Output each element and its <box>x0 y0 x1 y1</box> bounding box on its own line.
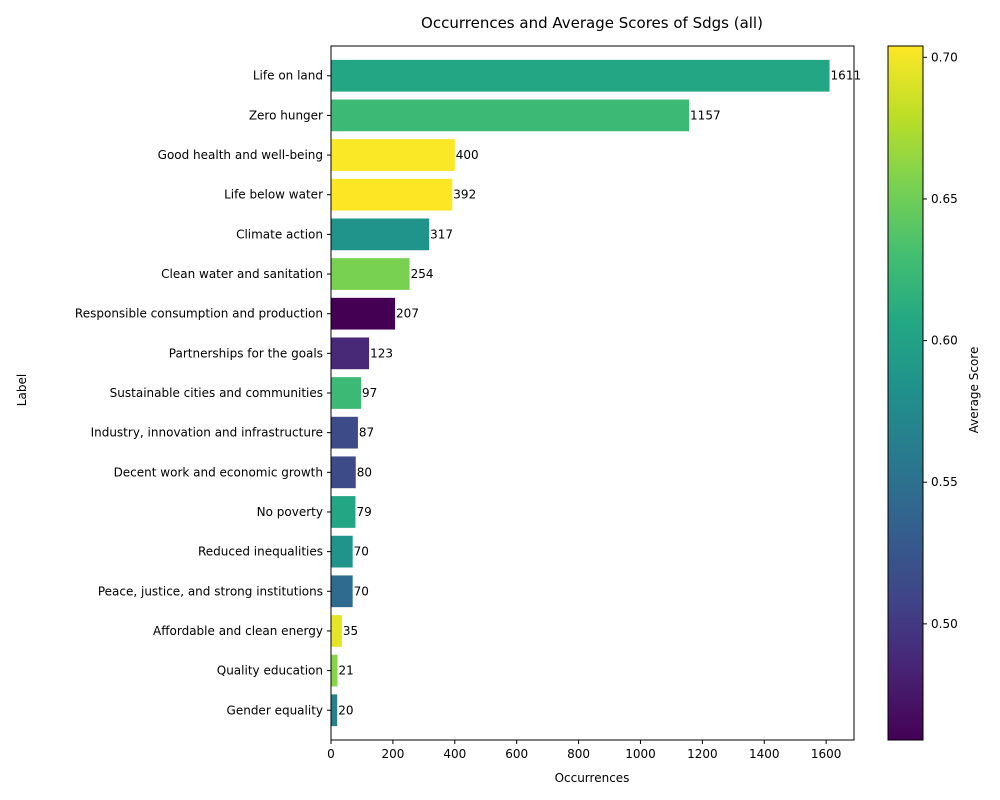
bar <box>331 59 830 92</box>
bar <box>331 615 342 647</box>
x-axis-label: Occurrences <box>555 771 630 785</box>
bar <box>331 654 338 687</box>
y-tick-label: Life on land <box>253 69 323 83</box>
data-label: 70 <box>354 545 369 559</box>
y-tick-label: Affordable and clean energy <box>153 624 323 638</box>
bar <box>331 99 690 132</box>
y-tick-label: Life below water <box>224 188 323 202</box>
chart-title: Occurrences and Average Scores of Sdgs (… <box>421 14 763 32</box>
colorbar-tick-label: 0.60 <box>931 334 958 348</box>
colorbar-tick-label: 0.70 <box>931 50 958 64</box>
data-label: 20 <box>338 703 353 717</box>
bar <box>331 535 353 568</box>
bar <box>331 377 362 409</box>
y-tick-label: Reduced inequalities <box>198 545 323 559</box>
x-tick-label: 1400 <box>749 747 780 761</box>
data-label: 79 <box>356 505 371 519</box>
data-label: 97 <box>362 386 377 400</box>
bar <box>331 496 356 528</box>
bar <box>331 456 356 489</box>
x-tick-label: 1200 <box>687 747 718 761</box>
y-tick-label: No poverty <box>257 505 323 519</box>
x-tick-label: 800 <box>567 747 590 761</box>
y-tick-label: Zero hunger <box>249 108 323 122</box>
colorbar-tick-label: 0.55 <box>931 475 958 489</box>
y-tick-label: Quality education <box>217 664 323 678</box>
bar <box>331 337 370 370</box>
y-axis-label: Label <box>15 374 29 406</box>
plot-area: Life on land 1611 Zero hunger 1157 Good heal… <box>75 45 862 761</box>
colorbar-tick-label: 0.65 <box>931 192 958 206</box>
colorbar: 0.50 0.55 0.60 0.65 0.70 <box>887 45 958 741</box>
colorbar-gradient <box>887 45 924 741</box>
data-label: 35 <box>343 624 358 638</box>
colorbar-tick-label: 0.50 <box>931 617 958 631</box>
bar <box>331 694 338 727</box>
bar <box>331 575 353 608</box>
bar <box>331 139 455 171</box>
data-label: 70 <box>354 584 369 598</box>
y-tick-label: Gender equality <box>227 703 323 717</box>
y-tick-label: Responsible consumption and production <box>75 307 323 321</box>
y-tick-label: Sustainable cities and communities <box>110 386 323 400</box>
x-tick-label: 0 <box>327 747 335 761</box>
y-tick-label: Good health and well-being <box>158 148 323 162</box>
colorbar-label: Average Score <box>967 347 981 434</box>
y-tick-label: Clean water and sanitation <box>161 267 323 281</box>
data-label: 207 <box>396 307 419 321</box>
bar <box>331 178 453 211</box>
x-tick-label: 200 <box>381 747 404 761</box>
y-tick-label: Peace, justice, and strong institutions <box>98 584 323 598</box>
x-tick-label: 1600 <box>811 747 842 761</box>
data-label: 392 <box>453 188 476 202</box>
y-tick-label: Industry, innovation and infrastructure <box>91 426 323 440</box>
bar <box>331 297 396 330</box>
data-label: 317 <box>430 227 453 241</box>
y-tick-label: Partnerships for the goals <box>169 346 323 360</box>
data-label: 123 <box>370 346 393 360</box>
plot-frame <box>330 45 855 741</box>
x-tick-label: 1000 <box>625 747 656 761</box>
data-label: 400 <box>456 148 479 162</box>
data-label: 21 <box>338 664 353 678</box>
data-label: 80 <box>357 465 372 479</box>
x-tick-label: 400 <box>443 747 466 761</box>
bar <box>331 218 430 251</box>
bar <box>331 258 410 290</box>
data-label: 1157 <box>690 108 721 122</box>
data-label: 254 <box>411 267 434 281</box>
data-label: 87 <box>359 426 374 440</box>
y-tick-label: Decent work and economic growth <box>114 465 323 479</box>
y-tick-label: Climate action <box>236 227 323 241</box>
bar <box>331 416 358 449</box>
x-tick-label: 600 <box>505 747 528 761</box>
data-label: 1611 <box>831 69 862 83</box>
